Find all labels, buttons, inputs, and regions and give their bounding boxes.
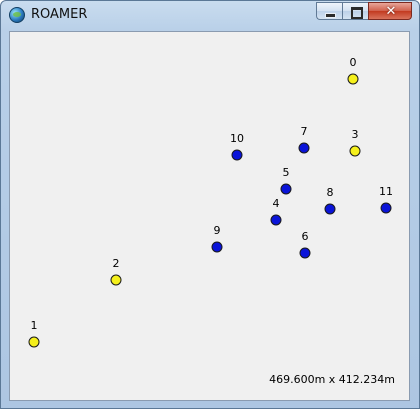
map-node-6[interactable]: 6 bbox=[299, 230, 311, 259]
node-map[interactable]: 0 1 2 3 4 5 6 7 8 9 10 11 bbox=[10, 32, 409, 400]
map-node-2[interactable]: 2 bbox=[110, 257, 122, 286]
window-title: ROAMER bbox=[31, 7, 88, 22]
maximize-icon bbox=[351, 7, 363, 19]
node-marker[interactable] bbox=[349, 145, 361, 157]
title-bar[interactable]: ROAMER ✕ bbox=[1, 1, 419, 30]
map-canvas[interactable]: 0 1 2 3 4 5 6 7 8 9 10 11 469.600m x 412.234m bbox=[9, 31, 410, 401]
node-label: 1 bbox=[31, 319, 38, 332]
node-label: 0 bbox=[350, 56, 357, 69]
map-node-10[interactable]: 10 bbox=[230, 132, 244, 161]
node-label: 9 bbox=[214, 224, 221, 237]
node-marker[interactable] bbox=[110, 274, 122, 286]
node-marker[interactable] bbox=[211, 241, 223, 253]
map-node-5[interactable]: 5 bbox=[280, 166, 292, 195]
node-marker[interactable] bbox=[298, 142, 310, 154]
map-node-0[interactable]: 0 bbox=[347, 56, 359, 85]
map-node-9[interactable]: 9 bbox=[211, 224, 223, 253]
map-node-8[interactable]: 8 bbox=[324, 186, 336, 215]
node-label: 7 bbox=[301, 125, 308, 138]
node-marker[interactable] bbox=[280, 183, 292, 195]
map-node-11[interactable]: 11 bbox=[379, 185, 393, 214]
maximize-button[interactable] bbox=[342, 2, 368, 20]
node-label: 3 bbox=[352, 128, 359, 141]
globe-icon[interactable] bbox=[9, 7, 25, 23]
map-node-1[interactable]: 1 bbox=[28, 319, 40, 348]
node-marker[interactable] bbox=[231, 149, 243, 161]
map-node-7[interactable]: 7 bbox=[298, 125, 310, 154]
node-marker[interactable] bbox=[28, 336, 40, 348]
node-marker[interactable] bbox=[380, 202, 392, 214]
node-label: 5 bbox=[283, 166, 290, 179]
map-node-3[interactable]: 3 bbox=[349, 128, 361, 157]
minimize-icon bbox=[325, 13, 336, 18]
minimize-button[interactable] bbox=[316, 2, 342, 20]
node-label: 6 bbox=[302, 230, 309, 243]
node-marker[interactable] bbox=[270, 214, 282, 226]
caption-buttons: ✕ bbox=[316, 2, 412, 21]
node-label: 4 bbox=[273, 197, 280, 210]
node-label: 10 bbox=[230, 132, 244, 145]
map-node-4[interactable]: 4 bbox=[270, 197, 282, 226]
map-dimensions-label: 469.600m x 412.234m bbox=[269, 373, 395, 386]
node-label: 8 bbox=[327, 186, 334, 199]
node-marker[interactable] bbox=[324, 203, 336, 215]
close-button[interactable]: ✕ bbox=[368, 2, 412, 20]
node-marker[interactable] bbox=[347, 73, 359, 85]
node-label: 2 bbox=[113, 257, 120, 270]
close-icon: ✕ bbox=[385, 4, 397, 19]
node-marker[interactable] bbox=[299, 247, 311, 259]
node-label: 11 bbox=[379, 185, 393, 198]
